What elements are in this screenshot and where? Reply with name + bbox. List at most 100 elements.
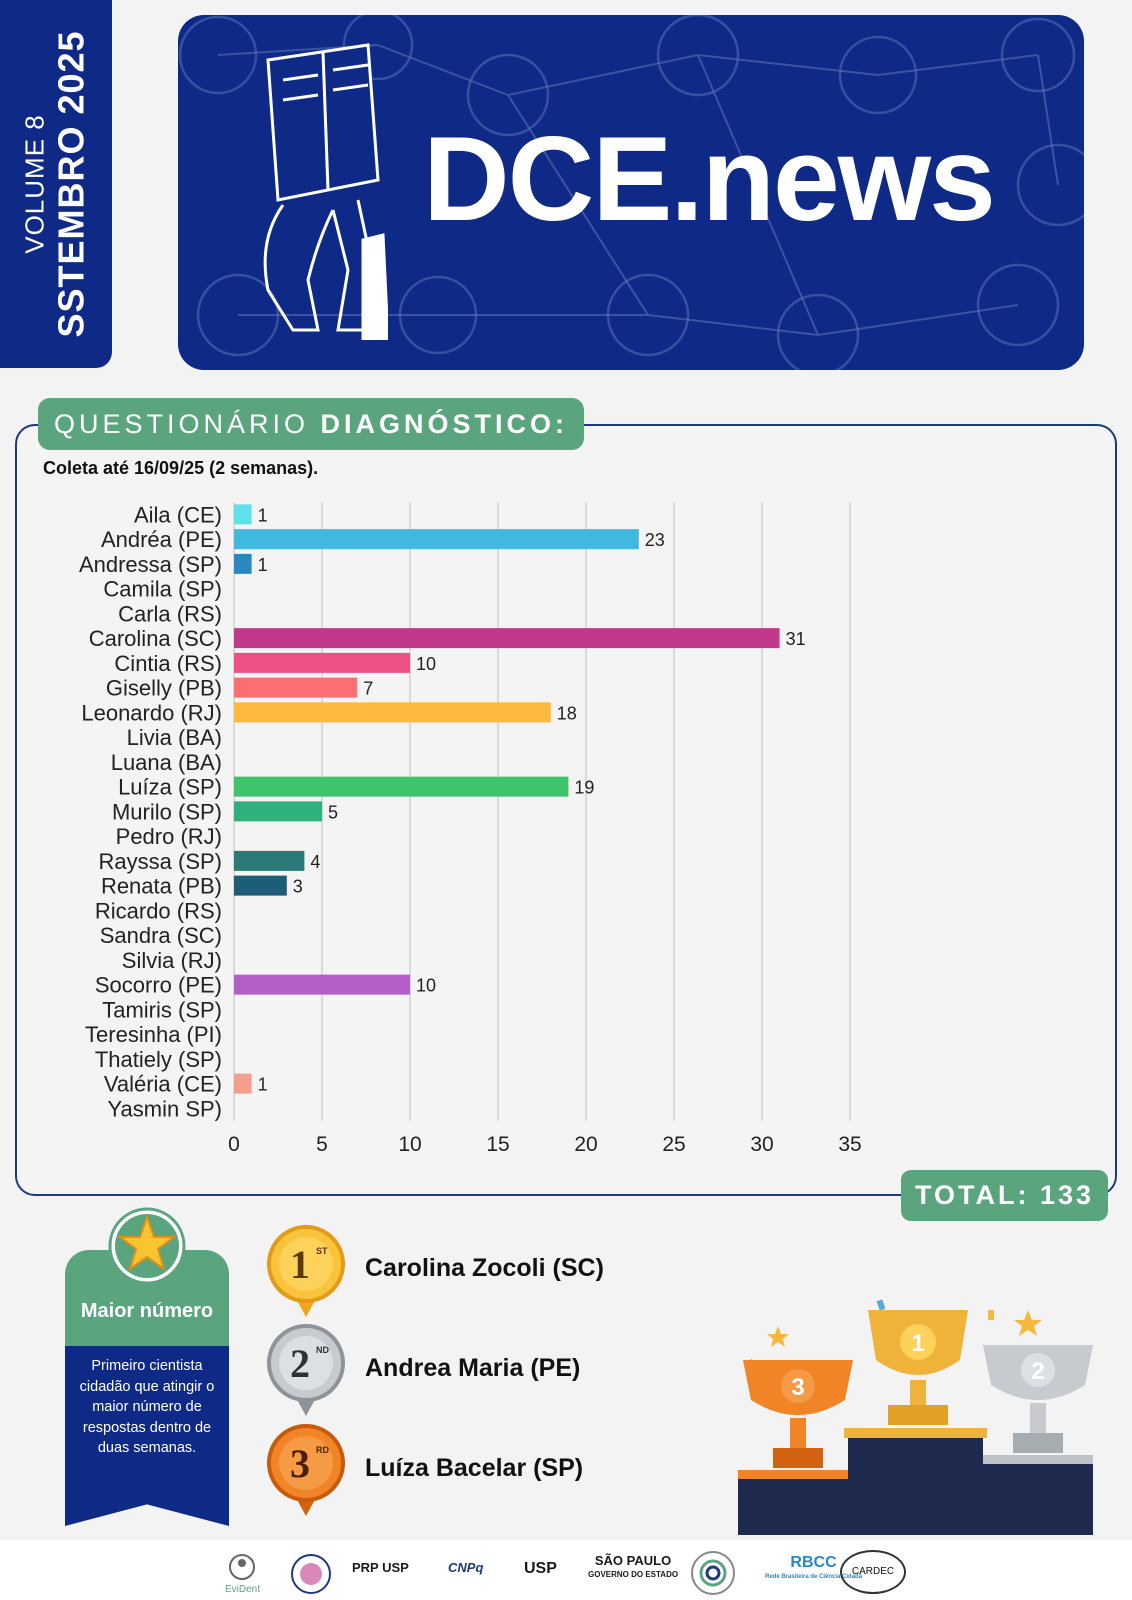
category-label: Carla (RS): [118, 601, 222, 626]
fingerprint-logo-icon: [691, 1551, 735, 1595]
footer-logo-bar: [0, 1540, 1132, 1600]
network-pattern: [178, 15, 1084, 370]
x-tick-label: 15: [486, 1133, 509, 1156]
data-label: 3: [293, 877, 303, 897]
category-label: Luana (BA): [111, 750, 222, 775]
x-tick-label: 25: [662, 1133, 685, 1156]
volume-label: VOLUME 8 SSTEMBRO 2025: [20, 30, 93, 337]
category-label: Silvia (RJ): [122, 948, 222, 973]
seal-logo-icon: [291, 1554, 331, 1594]
category-label: Cintia (RS): [114, 651, 222, 676]
section-title: QUESTIONÁRIO DIAGNÓSTICO:: [38, 398, 585, 450]
category-label: Renata (PB): [101, 874, 222, 899]
ribbon-title: Maior número: [80, 1300, 214, 1322]
volume-number: VOLUME 8: [19, 114, 50, 254]
section-title-bold: DIAGNÓSTICO:: [320, 409, 569, 439]
data-label: 19: [574, 778, 594, 798]
data-label: 31: [786, 629, 806, 649]
logo-cnpq: CNPq: [448, 1560, 484, 1575]
x-tick-label: 5: [316, 1133, 328, 1156]
data-label: 23: [645, 530, 665, 550]
category-label: Valéria (CE): [104, 1072, 222, 1097]
bar: [234, 553, 252, 574]
bar: [234, 875, 287, 896]
category-label: Livia (BA): [127, 725, 222, 750]
podium-second-label: 2: [1031, 1358, 1044, 1385]
x-tick-label: 0: [228, 1133, 240, 1156]
category-label: Ricardo (RS): [95, 898, 222, 923]
category-label: Luíza (SP): [118, 775, 222, 800]
total-badge: TOTAL: 133: [901, 1170, 1108, 1221]
x-tick-label: 30: [750, 1133, 773, 1156]
trophy-first: 1: [868, 1310, 968, 1425]
bar: [234, 652, 410, 673]
medal-3-number: 3: [290, 1441, 310, 1486]
medal-1-suffix: ST: [316, 1246, 328, 1256]
section-title-light: QUESTIONÁRIO: [54, 409, 321, 439]
logo-sao-paulo: SÃO PAULO GOVERNO DO ESTADO: [588, 1553, 679, 1580]
medal-2-suffix: ND: [316, 1345, 329, 1355]
trophy-third: 3: [743, 1360, 853, 1468]
bar: [234, 801, 322, 822]
logo-cardec: CARDEC: [840, 1550, 906, 1594]
category-label: Pedro (RJ): [116, 824, 222, 849]
category-label: Carolina (SC): [89, 626, 222, 651]
section-subtitle: Coleta até 16/09/25 (2 semanas).: [43, 458, 319, 478]
category-label: Camila (SP): [103, 577, 222, 602]
category-label: Murilo (SP): [112, 799, 222, 824]
bar: [234, 1073, 252, 1094]
bar: [234, 702, 551, 723]
logo-evident: EviDent: [225, 1553, 260, 1595]
podium-first-label: 1: [911, 1330, 924, 1357]
category-label: Tamiris (SP): [102, 997, 222, 1022]
data-label: 5: [328, 802, 338, 822]
bar: [234, 529, 639, 550]
data-label: 1: [258, 555, 268, 575]
bar: [234, 776, 569, 797]
category-label: Thatiely (SP): [95, 1047, 222, 1072]
issue-month: SSTEMBRO 2025: [50, 30, 92, 338]
data-label: 4: [310, 852, 320, 872]
podium-third-label: 3: [791, 1374, 804, 1401]
trophy-second: 2: [983, 1345, 1093, 1453]
winner-second: Andrea Maria (PE): [365, 1354, 581, 1382]
medal-2-number: 2: [290, 1341, 310, 1386]
brand-title: DCE.news: [423, 112, 996, 246]
category-label: Sandra (SC): [100, 923, 222, 948]
category-label: Rayssa (SP): [99, 849, 222, 874]
category-label: Aila (CE): [134, 502, 222, 527]
gold-medal-icon: 1 ST: [267, 1225, 345, 1317]
category-label: Yasmin SP): [107, 1096, 222, 1121]
silver-medal-icon: 2 ND: [267, 1324, 345, 1416]
header-banner: DCE.news: [178, 15, 1084, 370]
data-label: 18: [557, 703, 577, 723]
logo-prp-usp: PRP USP: [352, 1560, 409, 1575]
data-label: 7: [363, 679, 373, 699]
logo-usp: USP: [524, 1560, 557, 1577]
data-label: 1: [258, 1075, 268, 1095]
data-label: 10: [416, 654, 436, 674]
evident-icon: [229, 1554, 255, 1580]
bar: [234, 504, 252, 525]
x-tick-label: 20: [574, 1133, 597, 1156]
star-badge-icon: [108, 1207, 186, 1285]
winner-first: Carolina Zocoli (SC): [365, 1254, 604, 1282]
chart-panel: [15, 424, 1117, 1196]
category-label: Socorro (PE): [95, 973, 222, 998]
newspaper-reader-illustration: [263, 43, 388, 340]
volume-tab: VOLUME 8 SSTEMBRO 2025: [0, 0, 112, 368]
medal-1-number: 1: [290, 1242, 310, 1287]
bar: [234, 677, 358, 698]
data-label: 1: [258, 505, 268, 525]
trophy-podium-illustration: 1 3 2: [738, 1299, 1093, 1535]
x-tick-label: 10: [398, 1133, 421, 1156]
category-label: Andressa (SP): [79, 552, 222, 577]
ribbon-description: Primeiro cientista cidadão que atingir o…: [79, 1358, 215, 1456]
category-label: Giselly (PB): [106, 676, 222, 701]
category-label: Teresinha (PI): [85, 1022, 222, 1047]
category-label: Leonardo (RJ): [81, 700, 222, 725]
logo-rbcc: RBCC Rede Brasileira de Ciência Cidadã: [765, 1554, 863, 1581]
bar: [234, 628, 780, 649]
medal-3-suffix: RD: [316, 1445, 329, 1455]
